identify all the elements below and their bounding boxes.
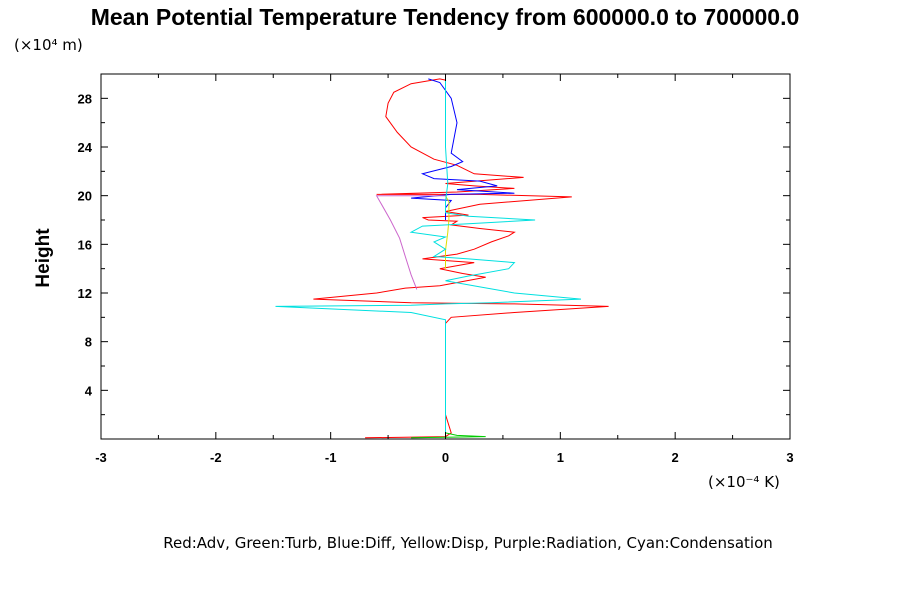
y-scale-label: (×10⁴ m) (14, 36, 83, 54)
y-tick-label: 20 (78, 189, 92, 204)
series-line-2 (411, 78, 515, 220)
x-tick-label: 0 (442, 450, 449, 465)
y-tick-label: 16 (78, 237, 92, 252)
y-axis-label: Height (33, 228, 54, 288)
x-tick-label: 1 (557, 450, 564, 465)
x-tick-label: 2 (672, 450, 679, 465)
y-tick-label: 12 (78, 286, 92, 301)
x-tick-label: -1 (325, 450, 337, 465)
y-tick-label: 24 (78, 140, 93, 155)
series-line-0 (313, 78, 609, 439)
series-layer (275, 78, 609, 439)
y-tick-label: 8 (85, 335, 92, 350)
x-scale-label: (×10⁻⁴ K) (708, 473, 780, 491)
y-tick-label: 28 (78, 91, 92, 106)
series-line-4 (375, 195, 446, 290)
legend: Red:Adv, Green:Turb, Blue:Diff, Yellow:D… (163, 534, 773, 552)
x-tick-label: -2 (210, 450, 222, 465)
x-tick-label: -3 (95, 450, 107, 465)
series-line-3 (445, 195, 450, 269)
y-tick-label: 4 (85, 383, 93, 398)
chart-title: Mean Potential Temperature Tendency from… (91, 4, 800, 30)
x-tick-label: 3 (786, 450, 793, 465)
series-line-5 (275, 78, 582, 438)
